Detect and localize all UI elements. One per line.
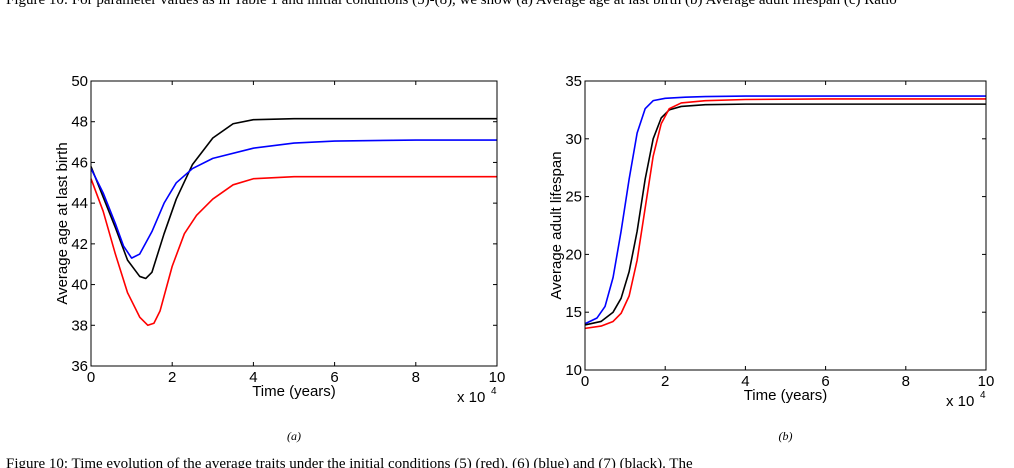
y-tick-label: 35: [565, 73, 582, 90]
top-caption-text: Figure 10: For parameter values as in Ta…: [6, 0, 897, 8]
x-tick-label: 2: [661, 373, 669, 390]
chart-panel-b: 0 2 4 6 8 10 10 15 20 25 30 35 Time (years) Average a…: [548, 73, 994, 443]
x-axis-label: Time (years): [744, 387, 828, 404]
y-axis-label: Average adult lifespan: [548, 151, 565, 299]
x-tick-label: 6: [330, 369, 338, 386]
y-tick-label: 36: [71, 358, 88, 375]
plot-frame: [90, 80, 498, 367]
y-axis-label: Average age at last birth: [54, 142, 71, 304]
x-tick-label: 6: [821, 373, 829, 390]
y-tick-label: 48: [71, 114, 88, 131]
y-tick-label: 40: [71, 277, 88, 294]
series-line-3: [584, 98, 986, 330]
series-line-1: [90, 117, 497, 280]
series-line-3: [90, 175, 497, 327]
y-tick-label: 10: [565, 362, 582, 379]
x-multiplier-exponent: 4: [491, 386, 497, 397]
y-tick-label: 50: [71, 73, 88, 90]
x-multiplier-exponent: 4: [980, 390, 986, 401]
y-tick-label: 42: [71, 236, 88, 253]
y-tick-label: 38: [71, 317, 88, 334]
y-tick-label: 30: [565, 131, 582, 148]
x-multiplier: x 10: [946, 393, 974, 410]
x-tick-label: 8: [902, 373, 910, 390]
panel-caption: (b): [779, 429, 793, 443]
y-tick-label: 15: [565, 304, 582, 321]
top-caption-line: Figure 10: For parameter values as in Ta…: [0, 0, 1014, 14]
x-tick-label: 0: [87, 369, 95, 386]
bottom-caption-line: Figure 10: Time evolution of the average…: [0, 454, 1014, 468]
x-tick-label: 10: [489, 369, 506, 386]
x-tick-label: 8: [412, 369, 420, 386]
y-tick-label: 46: [71, 154, 88, 171]
x-multiplier: x 10: [457, 389, 485, 406]
y-tick-label: 25: [565, 189, 582, 206]
x-tick-label: 10: [978, 373, 995, 390]
y-tick-label: 20: [565, 246, 582, 263]
x-tick-label: 4: [741, 373, 749, 390]
panel-caption: (a): [287, 429, 301, 443]
x-tick-label: 4: [249, 369, 257, 386]
bottom-caption-text: Figure 10: Time evolution of the average…: [6, 456, 693, 468]
y-tick-label: 44: [71, 195, 88, 212]
x-axis-label: Time (years): [252, 383, 336, 400]
series-line-2: [584, 103, 986, 326]
x-tick-label: 2: [168, 369, 176, 386]
series-line-1: [584, 95, 986, 325]
x-tick-label: 0: [581, 373, 589, 390]
series-line-2: [90, 139, 497, 259]
plot-frame: [584, 80, 987, 371]
